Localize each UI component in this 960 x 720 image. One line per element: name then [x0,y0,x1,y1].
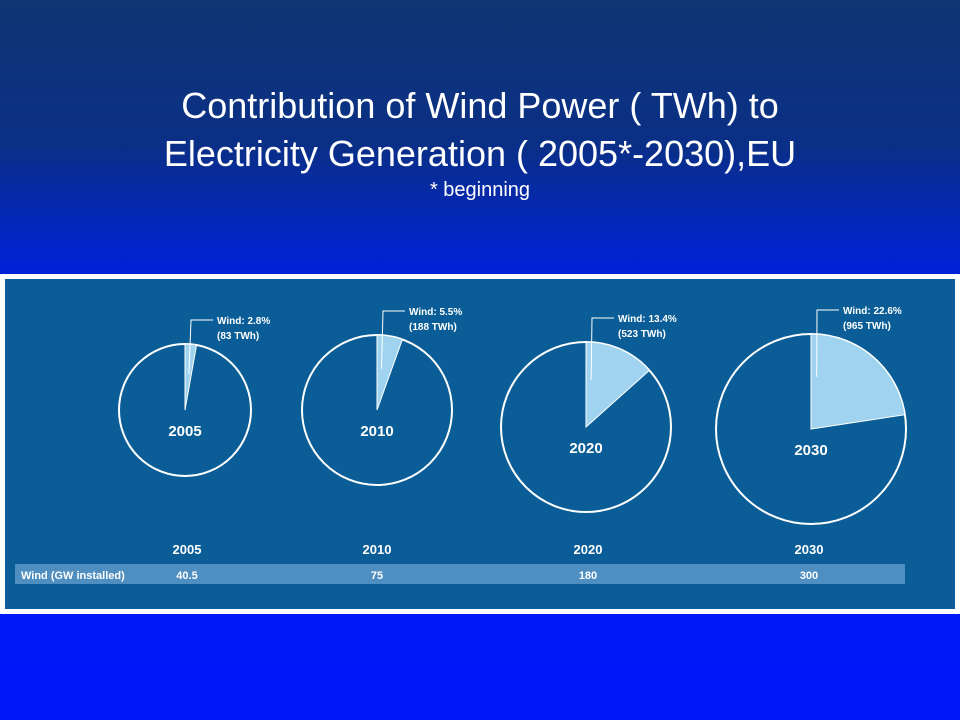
wind-slice-2010 [376,334,404,411]
wind-share-label-2005: Wind: 2.8% [217,316,270,327]
table-year-header-2030: 2030 [795,542,824,557]
table-value-2030: 300 [800,570,818,582]
wind-twh-label-2010: (188 TWh) [409,322,457,333]
title-footnote: * beginning [429,179,531,201]
table-year-header-2005: 2005 [173,542,202,557]
wind-twh-label-2005: (83 TWh) [217,331,259,342]
wind-slice-2030 [810,333,906,430]
chart-panel: 2005 Wind: 2.8% (83 TWh) 2010 Wind: 5.5% (188… [5,279,955,609]
wind-share-label-2020: Wind: 13.4% [618,314,677,325]
table-row-label: Wind (GW installed) [21,570,125,582]
wind-leader-line-2020 [590,317,614,381]
page-title-line-1: Contribution of Wind Power ( TWh) to [181,85,779,126]
table-year-header-2020: 2020 [574,542,603,557]
table-row-band [15,564,905,584]
wind-leader-line-2005 [188,319,213,374]
wind-share-label-2030: Wind: 22.6% [843,306,902,317]
pie-year-label-2010: 2010 [360,423,393,440]
table-year-header-2010: 2010 [363,542,392,557]
wind-slice-2020 [585,341,651,429]
chart-panel-frame: 2005 Wind: 2.8% (83 TWh) 2010 Wind: 5.5% (188… [0,274,960,614]
wind-leader-line-2010 [381,310,405,369]
table-value-2005: 40.5 [176,570,197,582]
wind-leader-line-2030 [816,309,839,377]
page-title-line-2: Electricity Generation ( 2005*-2030),EU [163,133,797,174]
pie-year-label-2030: 2030 [794,442,827,459]
pie-year-label-2020: 2020 [569,440,602,457]
table-value-2020: 180 [579,570,597,582]
pie-year-label-2005: 2005 [168,423,201,440]
table-value-2010: 75 [371,570,383,582]
wind-twh-label-2030: (965 TWh) [843,321,891,332]
wind-twh-label-2020: (523 TWh) [618,329,666,340]
pie-charts-svg: 2005 Wind: 2.8% (83 TWh) 2010 Wind: 5.5% (188… [15,306,907,584]
title-block: Contribution of Wind Power ( TWh) to Ele… [0,82,960,202]
wind-slice-2005 [184,343,198,411]
wind-share-label-2010: Wind: 5.5% [409,307,462,318]
